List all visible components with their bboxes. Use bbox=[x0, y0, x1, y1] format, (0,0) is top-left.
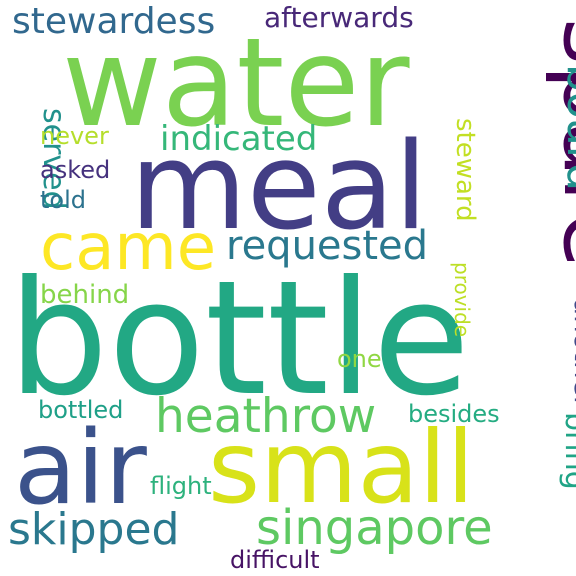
word-flight: flight bbox=[150, 472, 212, 500]
word-another: another bbox=[568, 298, 576, 408]
word-difficult: difficult bbox=[230, 546, 320, 574]
word-served: served bbox=[36, 108, 71, 210]
word-singapore: singapore bbox=[256, 500, 493, 556]
word-bring: bring bbox=[558, 412, 576, 490]
word-steward: steward bbox=[450, 118, 480, 222]
word-behind: behind bbox=[40, 280, 130, 310]
word-skipped: skipped bbox=[8, 504, 180, 555]
word-heathrow: heathrow bbox=[155, 389, 377, 444]
word-water: water bbox=[62, 12, 410, 154]
word-small: small bbox=[208, 409, 475, 526]
word-told: told bbox=[40, 186, 86, 214]
word-one: one bbox=[337, 345, 382, 373]
word-afterwards: afterwards bbox=[264, 1, 414, 34]
word-provide: provide bbox=[450, 262, 474, 338]
word-never: never bbox=[40, 122, 109, 150]
word-stewardess: stewardess bbox=[12, 1, 216, 42]
word-air: air bbox=[14, 409, 147, 528]
word-indicated: indicated bbox=[160, 119, 318, 159]
word-came: came bbox=[40, 211, 217, 285]
word-board: board bbox=[557, 64, 576, 192]
word-besides: besides bbox=[408, 400, 500, 428]
word-meal: meal bbox=[130, 118, 428, 257]
word-asked: asked bbox=[40, 156, 111, 184]
word-bottle: bottle bbox=[8, 247, 470, 431]
word-bottled: bottled bbox=[38, 396, 124, 424]
word-requested: requested bbox=[226, 223, 429, 269]
